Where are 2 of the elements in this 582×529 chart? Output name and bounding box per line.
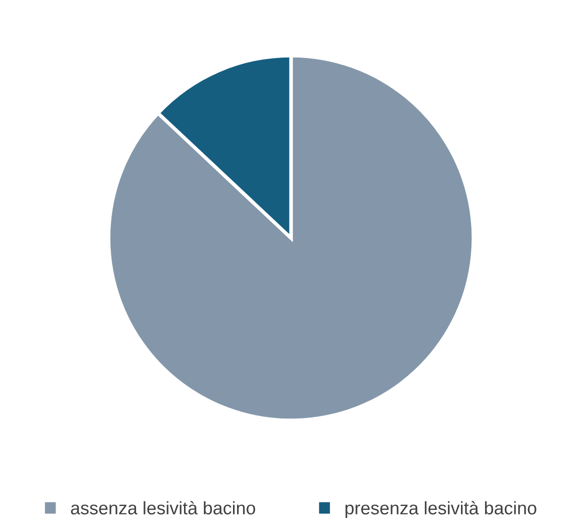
legend-label: assenza lesività bacino [70,500,256,514]
legend-label: presenza lesività bacino [346,500,536,518]
